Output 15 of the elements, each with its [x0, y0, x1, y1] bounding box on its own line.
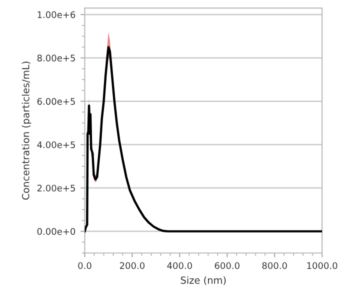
- y-axis-title: Concentration (particles/mL): [22, 62, 32, 200]
- y-tick-label: 1.00e+6: [38, 11, 76, 18]
- x-axis-title: Size (nm): [180, 276, 226, 285]
- y-tick-label: 6.00e+5: [37, 98, 75, 105]
- x-tick-label: 800.0: [262, 262, 287, 270]
- line-series: [84, 46, 322, 232]
- y-tick-label: 4.00e+5: [37, 141, 75, 148]
- x-tick-label: 600.0: [214, 262, 240, 270]
- y-tick-label: 2.00e+5: [37, 184, 75, 192]
- x-tick-label: 400.0: [167, 262, 192, 270]
- y-tick-label: 0.00e+0: [37, 228, 76, 235]
- x-tick-label: 0.0: [78, 262, 92, 270]
- x-tick-label: 1000.0: [307, 262, 338, 270]
- y-tick-label: 8.00e+5: [37, 54, 75, 62]
- x-tick-label: 200.0: [120, 262, 145, 270]
